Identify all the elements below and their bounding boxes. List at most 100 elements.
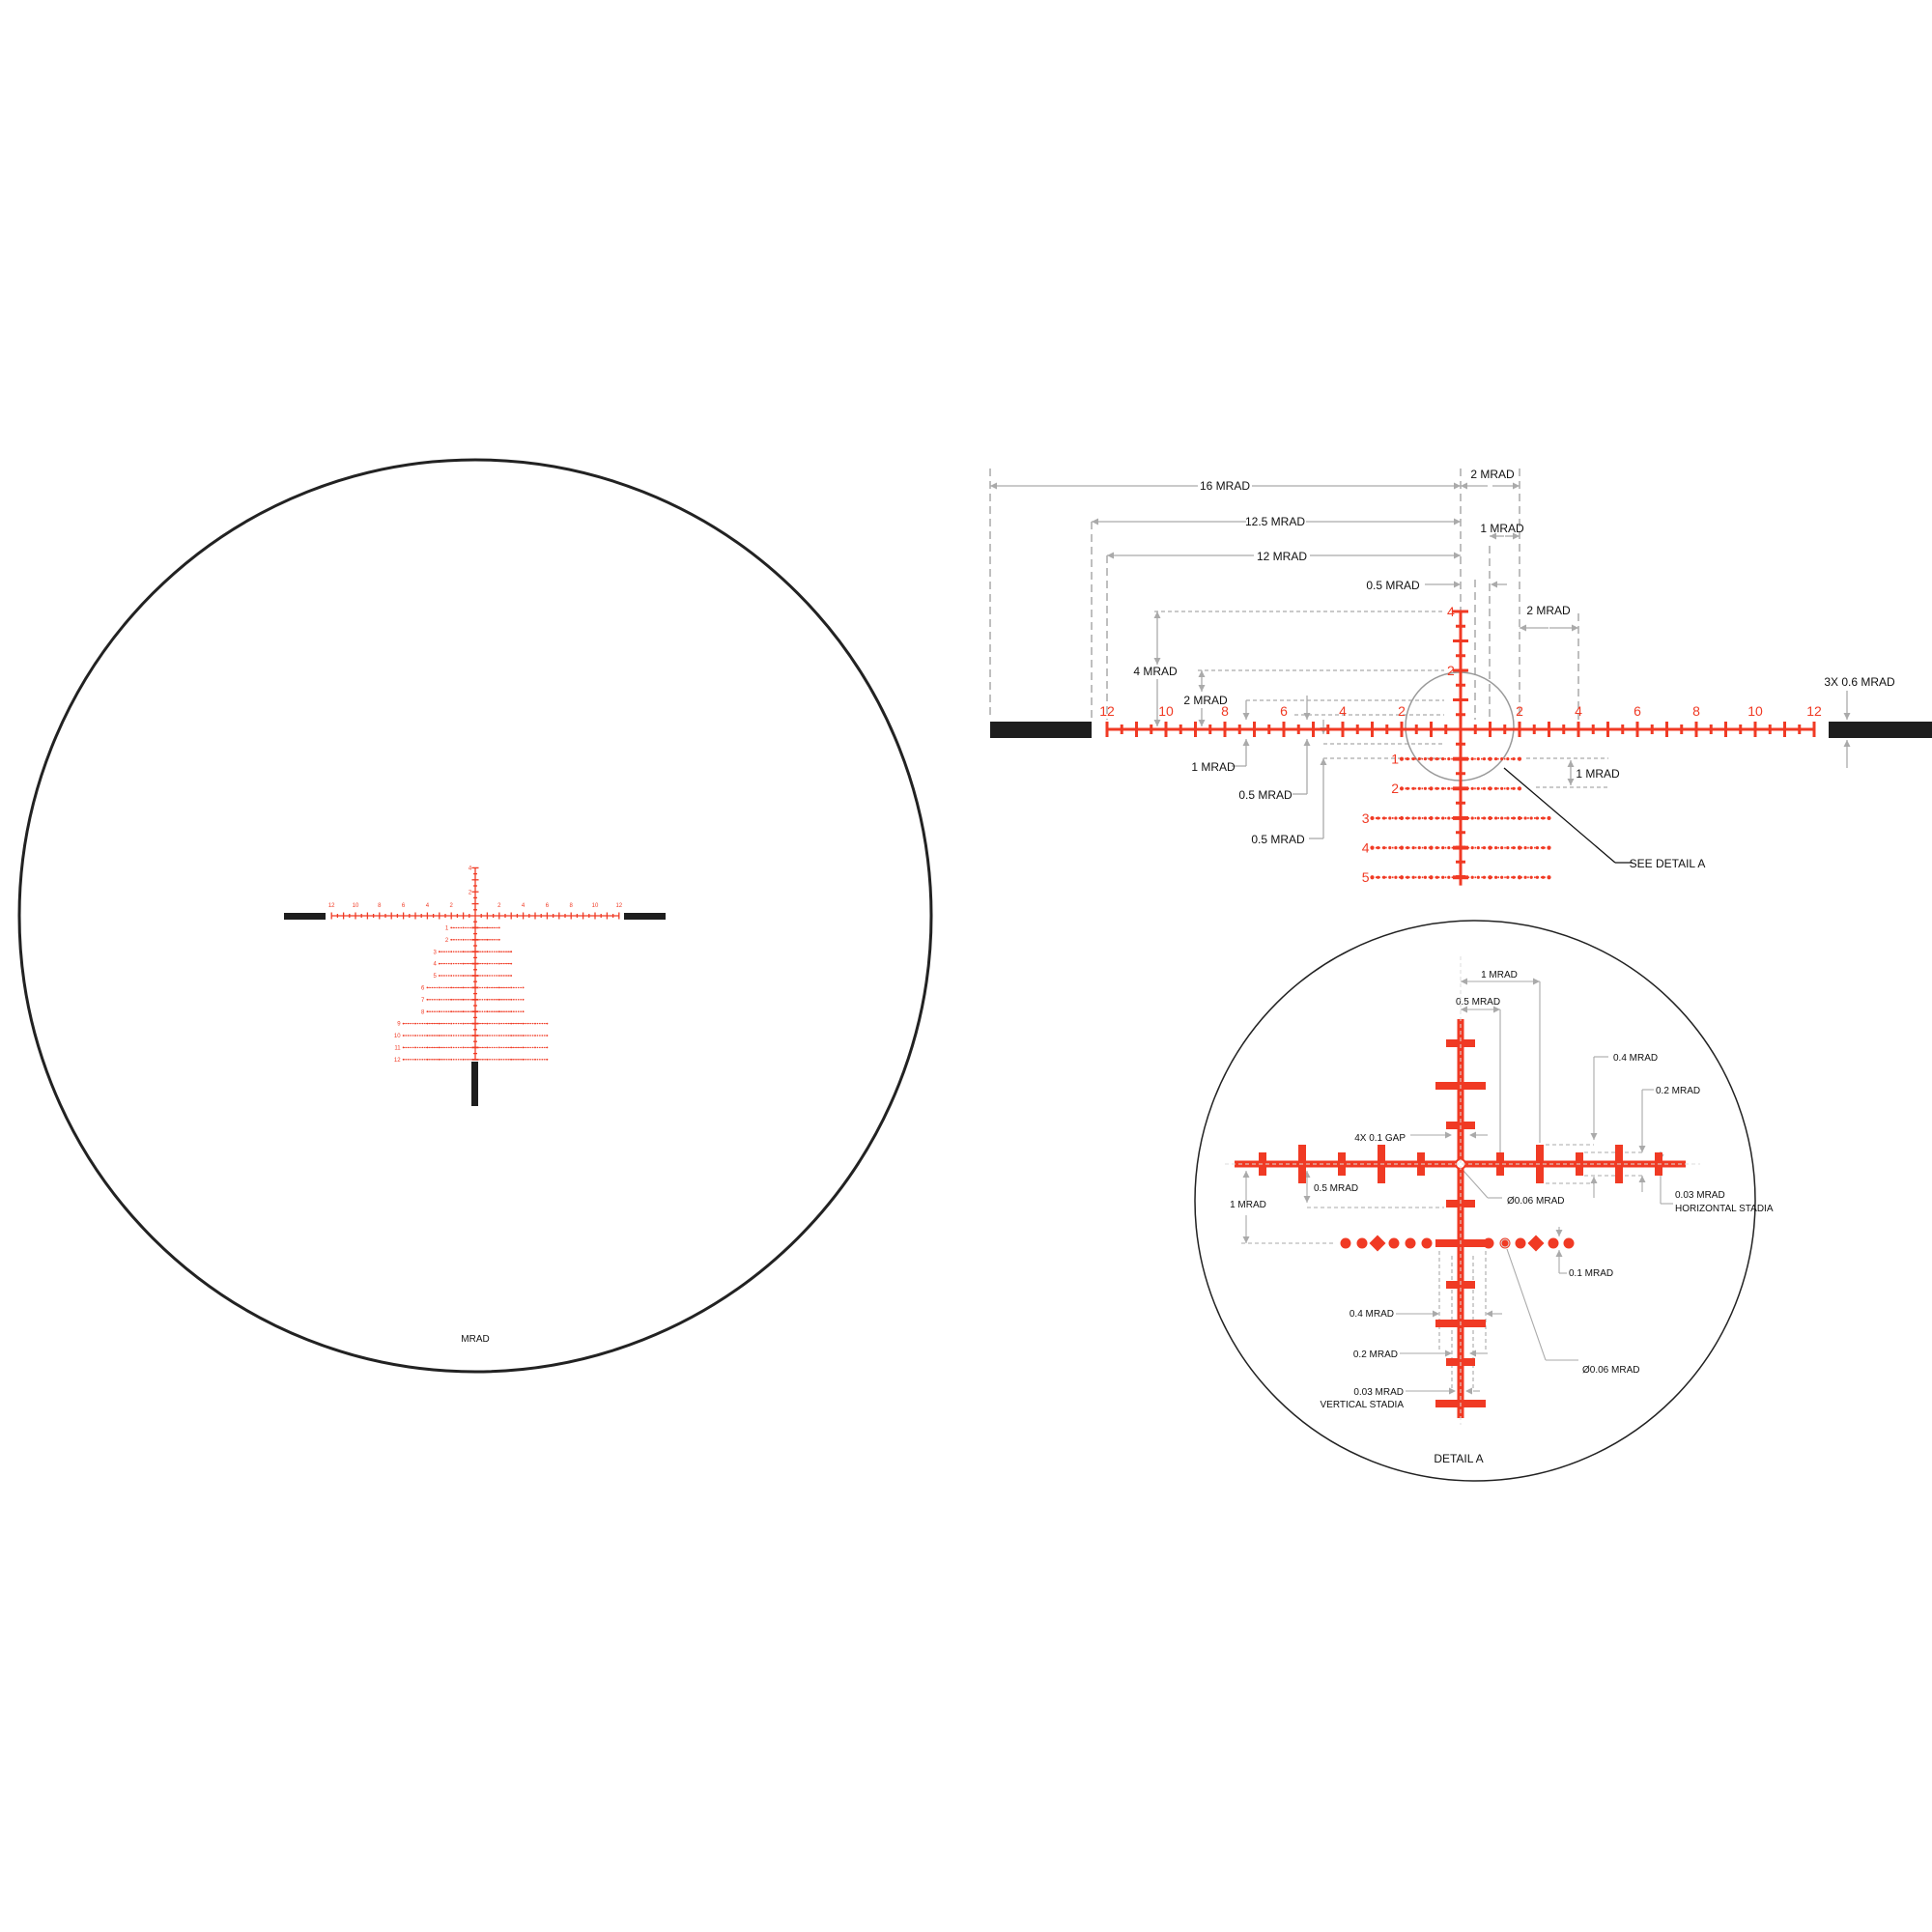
holdover-dot: [460, 986, 462, 989]
holdover-dot: [486, 1010, 489, 1013]
field-of-view-circle: [17, 458, 933, 1374]
holdover-dot: [541, 1059, 544, 1061]
holdover-dot: [500, 1059, 502, 1061]
holdover-dot: [479, 999, 481, 1001]
holdover-dot: [1417, 816, 1421, 820]
holdover-dot: [452, 1046, 455, 1049]
holdover-dot: [512, 986, 515, 989]
holdover-dot: [1512, 875, 1516, 879]
holdover-dot: [429, 999, 431, 1001]
holdover-dot: [1423, 846, 1427, 850]
holdover-dot: [462, 1058, 465, 1061]
holdover-dot: [520, 986, 522, 989]
holdover-dot: [497, 1058, 500, 1061]
holdover-dot: [1488, 875, 1492, 880]
arrowhead: [1843, 740, 1851, 747]
arrowhead: [1567, 760, 1575, 767]
holdover-dot: [1447, 875, 1451, 879]
holdover-dot: [467, 926, 469, 929]
holdover-dot: [1506, 846, 1510, 850]
holdover-dot: [534, 1035, 536, 1037]
holdover-dot: [421, 1022, 424, 1025]
holdover-dot: [479, 1022, 481, 1025]
holdover-dot: [429, 1035, 431, 1037]
holdover-dot: [1500, 786, 1504, 790]
holdover-dot: [1399, 756, 1405, 761]
holdover-dot: [1406, 757, 1409, 761]
holdover-dot: [462, 1035, 465, 1037]
holdover-dot: [512, 1046, 515, 1049]
holdover-dot: [443, 1035, 445, 1037]
callout-see-detail: SEE DETAIL A: [1630, 857, 1706, 870]
holdover-dot: [445, 1046, 447, 1049]
holdover-dot: [405, 1059, 407, 1061]
holdover-dot: [520, 999, 522, 1001]
holdover-dot: [529, 1022, 531, 1025]
holdover-dot: [452, 1010, 455, 1012]
holdover-dot: [438, 998, 440, 1001]
holdover-dot: [489, 926, 491, 929]
windage-label: 8: [570, 903, 574, 909]
holdover-dot: [1441, 757, 1445, 761]
holdover-dot: [1388, 875, 1392, 879]
windage-label: 4: [1339, 703, 1347, 719]
holdover-dot: [1405, 1237, 1416, 1249]
holdover-dot: [457, 986, 460, 989]
holdover-dot: [438, 1035, 440, 1037]
holdover-dot: [1517, 756, 1522, 761]
detail-circle: [1194, 920, 1756, 1482]
arrowhead: [1445, 1350, 1452, 1357]
holdover-dot: [1421, 1237, 1433, 1249]
holdover-dot: [505, 1022, 507, 1025]
unit-label: MRAD: [461, 1334, 489, 1345]
callout-v-minor: 0.2 MRAD: [1353, 1350, 1398, 1360]
holdover-dot: [1523, 875, 1527, 879]
holdover-dot: [479, 962, 481, 965]
holdover-dot: [484, 1022, 486, 1025]
holdover-dot: [510, 986, 513, 989]
dimension-line: [1463, 1170, 1489, 1199]
holdover-dot: [452, 986, 455, 989]
holdover-dot: [410, 1022, 412, 1025]
holdover-dot: [1377, 875, 1380, 879]
holdover-dot: [1476, 816, 1480, 820]
holdover-dot: [448, 999, 450, 1001]
holdover-dot: [484, 926, 486, 929]
holdover-dot: [505, 975, 507, 977]
holdover-dot: [503, 1046, 505, 1049]
holdover-dot: [452, 1035, 455, 1037]
holdover-dot: [469, 1010, 471, 1012]
holdover-dot: [497, 926, 500, 929]
holdover-dot: [455, 999, 457, 1001]
bottom-post: [471, 1062, 478, 1106]
holdover-row-label: 5: [433, 974, 437, 980]
holdover-dot: [1547, 845, 1551, 850]
holdover-dot: [445, 1010, 447, 1012]
holdover-dot: [460, 1059, 462, 1061]
holdover-dot: [1529, 846, 1533, 850]
holdover-dot: [469, 986, 471, 989]
holdover-dot: [416, 1046, 419, 1049]
holdover-row-label: 11: [394, 1046, 401, 1052]
holdover-dot: [1500, 846, 1504, 850]
holdover-dot: [450, 926, 453, 929]
holdover-dot: [455, 1059, 457, 1061]
holdover-dot: [491, 939, 494, 941]
holdover-dot: [520, 1046, 522, 1049]
holdover-dot: [489, 1035, 491, 1037]
arrowhead: [1153, 611, 1161, 618]
holdover-dot: [1423, 816, 1427, 820]
holdover-dot: [1470, 786, 1474, 790]
holdover-dot: [1512, 816, 1516, 820]
holdover-dot: [497, 1022, 500, 1025]
holdover-dot: [1482, 816, 1486, 820]
holdover-dot: [457, 926, 460, 929]
holdover-dot: [450, 1022, 453, 1025]
holdover-dot: [460, 1035, 462, 1037]
holdover-dot: [438, 986, 440, 989]
holdover-dot: [440, 1046, 442, 1049]
holdover-dot: [412, 1059, 414, 1061]
holdover-dot: [460, 939, 462, 941]
holdover-row-label: 2: [445, 938, 449, 944]
holdover-dot: [544, 1022, 546, 1025]
